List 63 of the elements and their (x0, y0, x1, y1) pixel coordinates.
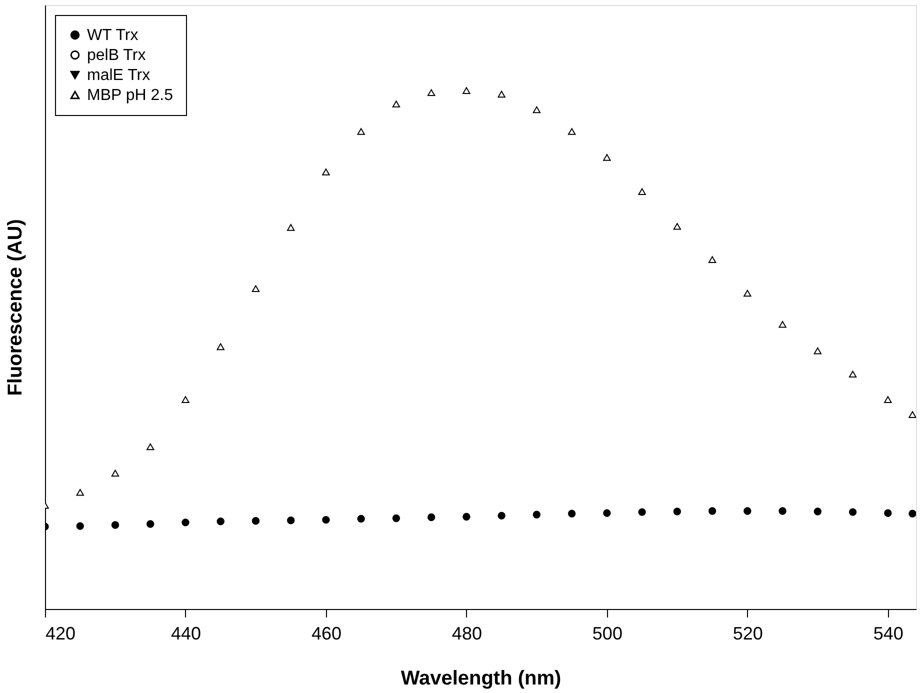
point (76, 488, 84, 496)
point (252, 517, 260, 525)
point (182, 518, 190, 526)
point (884, 396, 892, 403)
point (568, 510, 576, 518)
point (814, 508, 822, 516)
point (848, 370, 857, 378)
point (744, 507, 752, 515)
point (708, 256, 716, 263)
x-tick-label: 520 (732, 624, 763, 644)
point (778, 507, 786, 515)
point (286, 224, 295, 231)
legend-label: MBP pH 2.5 (87, 87, 174, 104)
point (392, 100, 400, 108)
point (111, 470, 120, 477)
x-tick-label: 440 (170, 624, 202, 644)
point (392, 514, 400, 522)
point (568, 128, 576, 135)
point (638, 508, 646, 516)
point (216, 343, 224, 350)
point (427, 89, 436, 96)
legend-label: pelB Trx (87, 47, 146, 64)
point (708, 507, 716, 515)
point (532, 510, 541, 518)
point (357, 514, 365, 523)
point (146, 520, 154, 528)
point (673, 508, 682, 516)
point (498, 512, 506, 520)
x-tick-label: 420 (46, 624, 76, 644)
point (848, 508, 857, 516)
point (638, 188, 646, 196)
x-tick-label: 460 (311, 624, 342, 644)
legend-label: WT Trx (87, 27, 138, 44)
point (603, 509, 611, 517)
point (357, 128, 365, 135)
point (908, 510, 916, 518)
point (462, 512, 470, 521)
point (182, 396, 190, 403)
point (111, 521, 120, 529)
point (744, 290, 752, 297)
x-tick-label: 540 (873, 624, 904, 644)
point (427, 513, 436, 522)
point (216, 518, 224, 526)
point (603, 154, 611, 161)
point (908, 411, 916, 418)
point (462, 87, 470, 94)
point (532, 106, 541, 114)
point (884, 509, 892, 517)
point (76, 522, 84, 530)
y-axis-title: Fluorescence (AU) (4, 219, 26, 396)
point (252, 285, 260, 292)
point (322, 168, 330, 176)
point (146, 443, 154, 450)
x-tick-label: 500 (592, 624, 622, 644)
legend-label: malE Trx (87, 67, 150, 84)
x-axis-title: Wavelength (nm) (400, 668, 562, 690)
point (498, 90, 506, 98)
x-tick-label: 480 (452, 624, 482, 644)
point (322, 516, 330, 524)
point (778, 320, 786, 328)
point (673, 222, 682, 230)
point (814, 347, 822, 354)
point (286, 516, 295, 524)
